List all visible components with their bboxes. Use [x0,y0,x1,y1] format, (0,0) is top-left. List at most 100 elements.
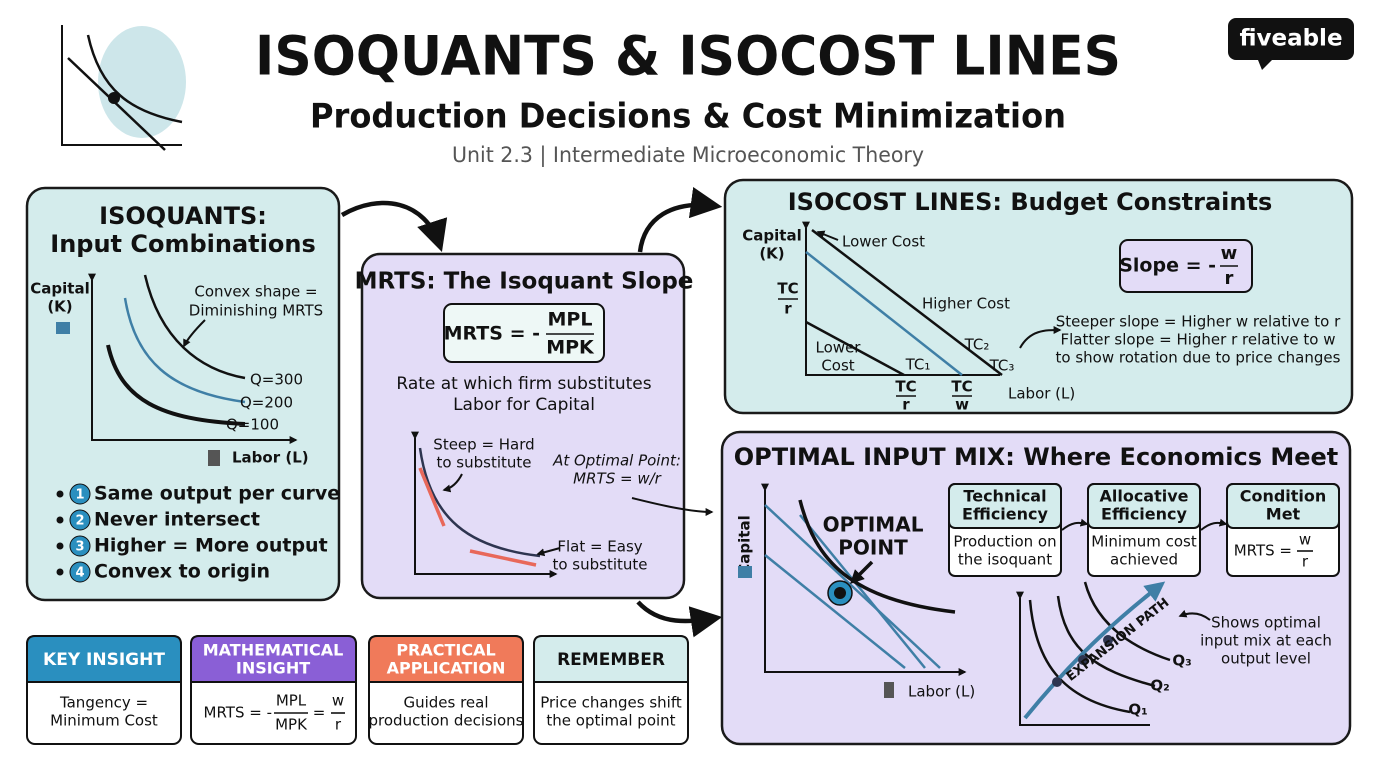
bullet [56,490,64,498]
isocost-line [799,514,926,669]
flow-arrow [636,600,723,638]
step-heading: Condition [1240,487,1327,506]
flow-arrow [340,200,448,252]
property: Higher = More output [94,535,328,557]
isoquant-curve [798,499,956,614]
annotation: Convex shape = [194,283,317,301]
step-header [948,483,1062,529]
annotation: Lower [816,339,862,357]
tangency-point [1078,655,1088,665]
flow-arrow [637,187,723,253]
bullet-badge [69,535,91,557]
axes [411,431,558,578]
logo-badge [1228,18,1354,60]
axis-label: Capital [742,227,801,245]
panel-title: Input Combinations [50,230,315,258]
card-body: = [313,704,326,722]
mrts-panel: MRTS: The Isoquant Slope MRTS = - MPL MP… [355,252,714,600]
axis-label: (K) [47,298,72,316]
axes [761,483,967,676]
isoquant-curve [1056,595,1156,688]
intercept: TC [951,378,972,396]
isoquant-curve [143,274,246,380]
axis-label: Labor (L) [908,683,975,701]
step-body: w [1299,531,1311,549]
property-list: 1 Same output per curve 2 Never intersec… [56,483,340,583]
isocost-line [764,554,906,669]
property: Same output per curve [94,483,340,505]
annotation-arrow [631,497,714,516]
step-body: Production on [953,533,1056,551]
bullet-badge [69,483,91,505]
logo-curve [86,34,183,124]
bullet-number: 3 [75,540,84,555]
card-heading: PRACTICAL [396,641,495,660]
curve-label: Q=200 [240,394,293,412]
card-header [190,635,357,683]
axes [88,273,298,444]
step-header [1087,483,1201,529]
step-body: Minimum cost [1091,533,1197,551]
annotation-arrow [536,547,561,557]
line-label: TC₃ [989,357,1015,375]
intercept: r [902,396,910,414]
axes [1016,591,1150,726]
panel-title: MRTS: The Isoquant Slope [355,269,694,295]
isoquant-curve [123,297,246,404]
bullet-number: 2 [75,514,84,529]
optimal-panel: OPTIMAL INPUT MIX: Where Economics Meet … [720,430,1352,746]
description: Rate at which firm substitutes [396,374,651,394]
isocost-panel: ISOCOST LINES: Budget Constraints Capita… [723,178,1354,415]
logo-dot [108,92,120,104]
flat-tangent [469,549,537,567]
card-header [368,635,524,683]
intercept: TC [895,378,916,396]
isoquant-curve [1028,599,1131,714]
formula: MRTS = - [444,323,540,345]
card-body: w [332,692,344,710]
logo-text: fiveable [1239,26,1342,52]
annotation-arrow [816,230,839,241]
isoquant-curve [106,344,246,426]
annotation-arrow [1178,609,1211,621]
subtitle: Production Decisions & Cost Minimization [310,97,1066,137]
card-heading: APPLICATION [387,659,506,678]
logo-blob [98,26,186,138]
tangency-point [1052,677,1062,687]
annotation: Lower Cost [842,233,925,251]
annotation: to substitute [552,556,647,574]
unit: Unit 2.3 | Intermediate Microeconomic Th… [452,143,924,168]
labor-icon [884,682,894,698]
description: Labor for Capital [453,395,595,415]
panel-title: ISOQUANTS: [99,202,267,230]
axes [802,221,1000,376]
isoquants-panel: ISOQUANTS: Input Combinations Capital (K… [25,186,341,602]
title: ISOQUANTS & ISOCOST LINES [255,25,1121,88]
card-header [26,635,182,683]
card-body: MPL [276,692,307,710]
annotation-arrow [442,473,463,493]
note: input mix at each [1200,632,1332,650]
labor-icon [208,450,220,466]
step-header [1226,483,1340,529]
note: Flatter slope = Higher r relative to w [1061,331,1336,349]
logo-line [67,57,166,151]
expansion-path [1023,581,1166,720]
bullet [56,568,64,576]
panel-box [723,178,1354,415]
card-body: the optimal point [546,712,675,730]
cards: KEY INSIGHT Tangency = Minimum Cost MATH… [26,635,689,745]
axis-label: Capital [736,515,754,574]
card-body: production decisions [369,712,524,730]
note: Shows optimal [1211,614,1321,632]
axis-label: (K) [759,245,784,263]
axis-label: Capital [30,280,89,298]
panel-title: OPTIMAL INPUT MIX: Where Economics Meet [734,443,1339,471]
axis-label: Labor (L) [1008,385,1075,403]
intercept: w [955,396,969,414]
card-body: Guides real [403,694,488,712]
annotation: Steep = Hard [433,436,534,454]
tangency-point [1103,635,1113,645]
